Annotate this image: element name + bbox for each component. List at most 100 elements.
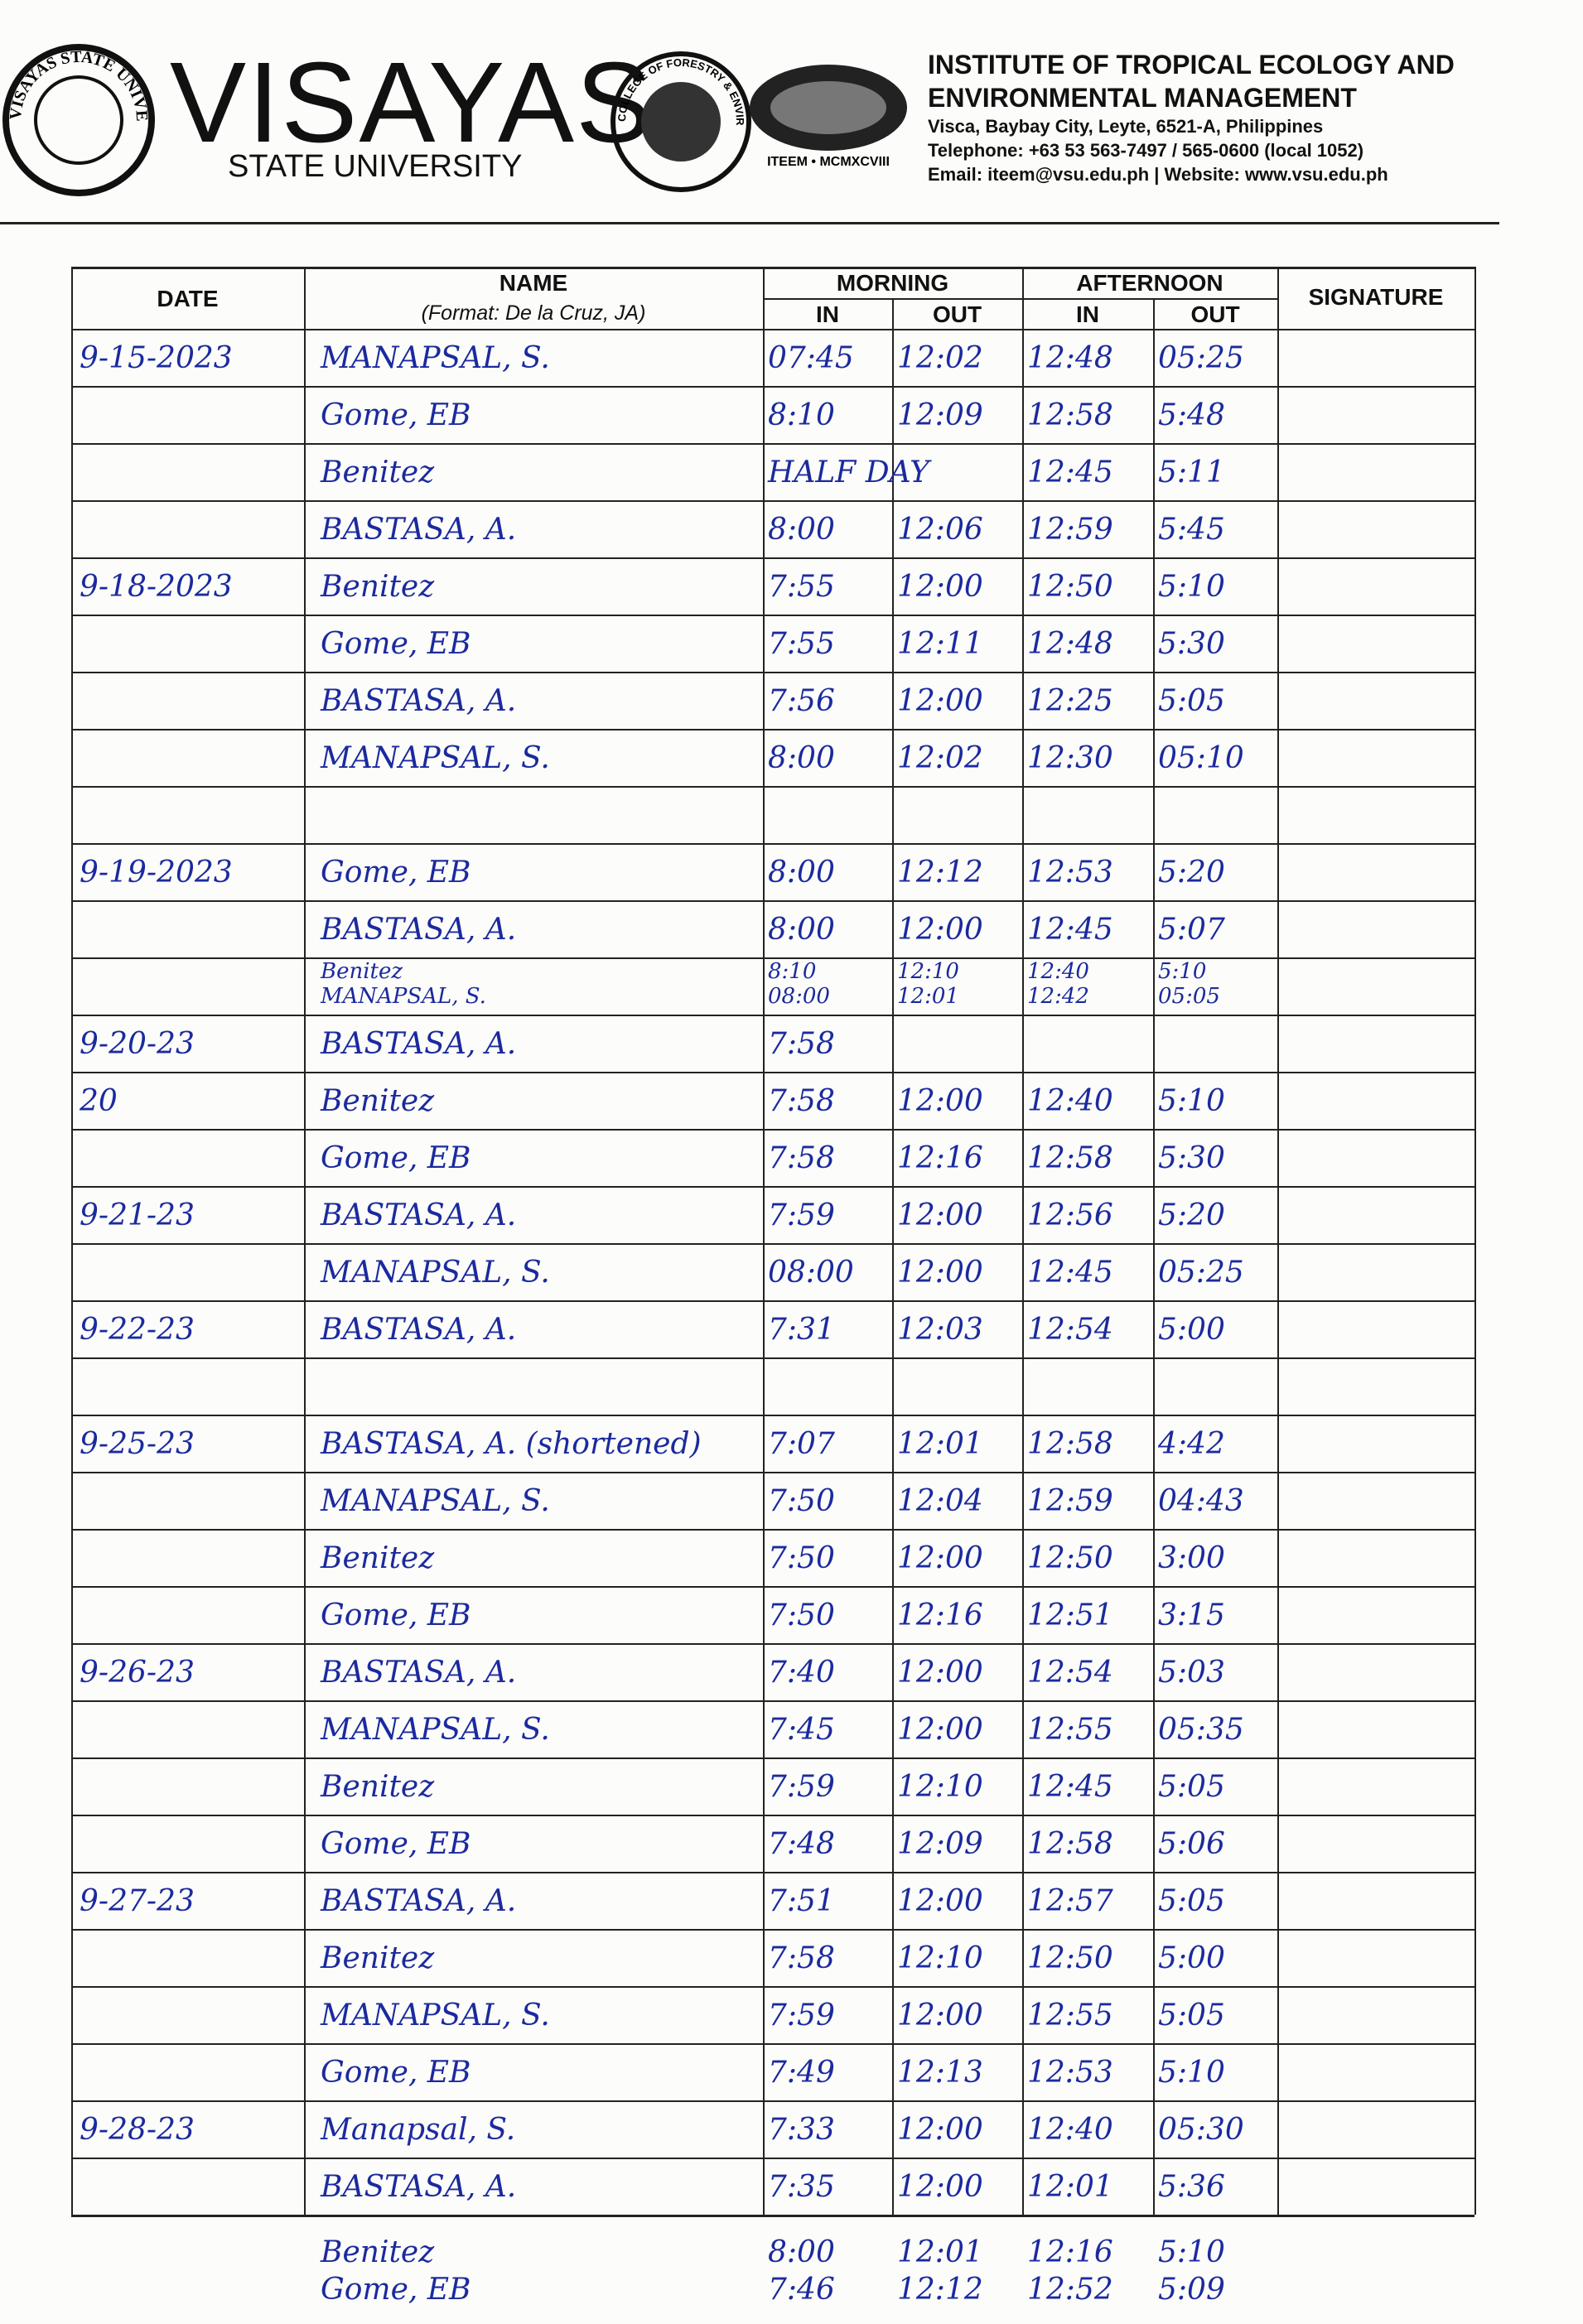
cell-am-in: 7:59	[768, 1999, 835, 2032]
cell-date: 9-20-23	[80, 1027, 195, 1061]
cell-pm-in: 12:40	[1027, 959, 1089, 984]
cell-am-out: 12:16	[897, 1598, 983, 1632]
cell-pm-out: 04:43	[1158, 1484, 1244, 1518]
cell-am-in: 8:00	[768, 2235, 835, 2269]
cell-pm-out: 05:25	[1158, 1256, 1244, 1290]
cell-am-in: 7:59	[768, 1770, 835, 1804]
cell-pm-out: 5:06	[1158, 1827, 1225, 1861]
cell-name: BASTASA, A.	[321, 1027, 517, 1061]
cell-am-in: 07:45	[768, 341, 854, 375]
cell-am-out: 12:10	[897, 1941, 983, 1975]
cell-am-out: 12:00	[897, 1198, 983, 1232]
row-line	[71, 1986, 1474, 1988]
header-rule	[0, 222, 1499, 224]
cell-name: MANAPSAL, S.	[321, 1484, 550, 1518]
column-line	[1022, 267, 1024, 2215]
cell-pm-in: 12:45	[1027, 1256, 1113, 1290]
cell-am-in: 7:45	[768, 1713, 835, 1747]
cell-name: MANAPSAL, S.	[321, 741, 550, 775]
cell-pm-in: 12:45	[1027, 1770, 1113, 1804]
cell-am-out: 12:00	[897, 1999, 983, 2032]
cell-date: 9-26-23	[80, 1656, 195, 1690]
institute-line: ENVIRONMENTAL MANAGEMENT	[928, 83, 1357, 113]
row-line	[71, 386, 1474, 388]
cell-am-out: 12:04	[897, 1484, 983, 1518]
row-line	[71, 1300, 1474, 1302]
row-line	[71, 1415, 1474, 1416]
cell-am-out: 12:02	[897, 341, 983, 375]
cell-am-in: 08:00	[768, 1256, 854, 1290]
cell-am-out: 12:10	[897, 959, 959, 984]
header-line	[763, 298, 1277, 300]
header-date: DATE	[157, 286, 219, 311]
row-line	[71, 1357, 1474, 1359]
cell-pm-out: 5:05	[1158, 1999, 1225, 2032]
cell-pm-in: 12:48	[1027, 341, 1113, 375]
column-line	[304, 267, 306, 2215]
header-afternoon: AFTERNOON	[1076, 270, 1223, 296]
cell-am-in: 7:50	[768, 1484, 835, 1518]
row-line	[71, 1529, 1474, 1531]
cell-pm-in: 12:58	[1027, 1427, 1113, 1461]
cell-am-out: 12:00	[897, 1713, 983, 1747]
cell-pm-out: 5:10	[1158, 2056, 1225, 2090]
cell-name: Gome, EB	[321, 1827, 471, 1861]
cell-date: 9-27-23	[80, 1884, 195, 1918]
cell-am-out: 12:00	[897, 1884, 983, 1918]
row-line	[71, 500, 1474, 502]
cell-am-in: 8:00	[768, 513, 835, 547]
cell-date: 9-28-23	[80, 2113, 195, 2147]
header-out_pm: OUT	[1190, 301, 1240, 327]
cell-am-out: 12:09	[897, 1827, 983, 1861]
cell-pm-in: 12:53	[1027, 2056, 1113, 2090]
cell-name: Benitez	[321, 1084, 435, 1118]
cell-am-out: 12:11	[897, 627, 983, 661]
vsu-seal: VISAYAS STATE UNIVERSITY	[0, 41, 155, 196]
cell-am-out: 12:00	[897, 684, 983, 718]
cell-name: MANAPSAL, S.	[321, 984, 486, 1009]
column-line	[1277, 267, 1279, 2215]
cell-am-in: 7:40	[768, 1656, 835, 1690]
row-line	[71, 1815, 1474, 1816]
cell-pm-out: 3:00	[1158, 1541, 1225, 1575]
cell-am-in: 7:31	[768, 1313, 835, 1347]
cell-pm-in: 12:45	[1027, 456, 1113, 489]
cell-am-out: 12:00	[897, 1084, 983, 1118]
cell-pm-in: 12:54	[1027, 1656, 1113, 1690]
cell-pm-in: 12:50	[1027, 1941, 1113, 1975]
university-sub: STATE UNIVERSITY	[228, 149, 523, 184]
cell-name: Gome, EB	[321, 1141, 471, 1175]
cell-name: Gome, EB	[321, 1598, 471, 1632]
cell-pm-in: 12:42	[1027, 984, 1089, 1009]
cell-pm-out: 5:00	[1158, 1313, 1225, 1347]
cell-pm-in: 12:56	[1027, 1198, 1113, 1232]
column-line	[71, 267, 73, 2215]
contact: Email: iteem@vsu.edu.ph | Website: www.v…	[928, 164, 1388, 185]
cell-am-in: HALF DAY	[768, 456, 929, 489]
header-morning: MORNING	[836, 270, 949, 296]
row-line	[71, 1243, 1474, 1245]
row-line	[71, 615, 1474, 616]
cell-pm-in: 12:30	[1027, 741, 1113, 775]
cell-pm-out: 5:03	[1158, 1656, 1225, 1690]
cell-pm-out: 05:30	[1158, 2113, 1244, 2147]
row-line	[71, 1015, 1474, 1016]
cell-name: BASTASA, A.	[321, 684, 517, 718]
cell-pm-out: 5:05	[1158, 1770, 1225, 1804]
cell-am-out: 12:03	[897, 1313, 983, 1347]
cell-am-out: 12:16	[897, 1141, 983, 1175]
cell-pm-out: 5:48	[1158, 398, 1225, 432]
row-line	[71, 2215, 1474, 2216]
cell-name: BASTASA, A.	[321, 513, 517, 547]
cell-am-in: 8:00	[768, 856, 835, 890]
cell-pm-in: 12:40	[1027, 2113, 1113, 2147]
cell-pm-in: 12:58	[1027, 1827, 1113, 1861]
row-line	[71, 1700, 1474, 1702]
cell-am-in: 7:58	[768, 1941, 835, 1975]
cell-pm-out: 05:25	[1158, 341, 1244, 375]
cell-pm-out: 05:10	[1158, 741, 1244, 775]
cell-name: BASTASA, A.	[321, 1656, 517, 1690]
cell-am-in: 7:50	[768, 1541, 835, 1575]
cell-pm-out: 3:15	[1158, 1598, 1225, 1632]
